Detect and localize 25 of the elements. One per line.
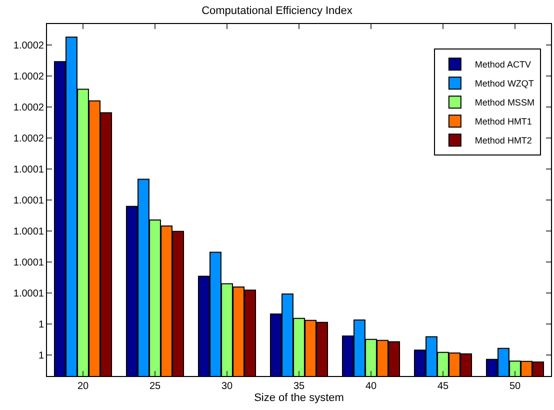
y-tick-label: 1.0002 (13, 133, 44, 144)
y-tick-label: 1.0002 (13, 71, 44, 82)
x-tick-label: 40 (365, 381, 377, 392)
x-tick-label: 45 (437, 381, 449, 392)
y-tick-label: 1.0001 (13, 164, 44, 176)
y-tick-label: 1.0001 (13, 258, 44, 269)
x-tick-label: 50 (509, 381, 521, 392)
legend-label: Method HMT1 (474, 116, 532, 127)
y-tick-label: 1.0001 (13, 226, 44, 238)
y-tick-label: 1.0002 (13, 40, 44, 52)
y-tick-label: 1 (38, 320, 44, 331)
x-tick-label: 20 (77, 381, 89, 392)
y-tick-label: 1.0001 (13, 288, 44, 300)
legend-label: Method HMT2 (474, 136, 532, 146)
y-tick-label: 1.0001 (13, 196, 44, 206)
x-axis-title: Size of the system (254, 392, 344, 404)
x-tick-label: 30 (221, 381, 233, 392)
x-tick-label: 35 (293, 381, 305, 392)
chart-title: Computational Efficiency Index (202, 4, 353, 17)
legend-label: Method MSSM (474, 98, 534, 108)
x-tick-label: 25 (149, 381, 161, 392)
legend-label: Method ACTV (474, 60, 531, 70)
y-tick-label: 1 (38, 350, 44, 362)
y-tick-label: 1.0002 (13, 102, 44, 114)
legend-label: Method WZQT (474, 78, 534, 89)
